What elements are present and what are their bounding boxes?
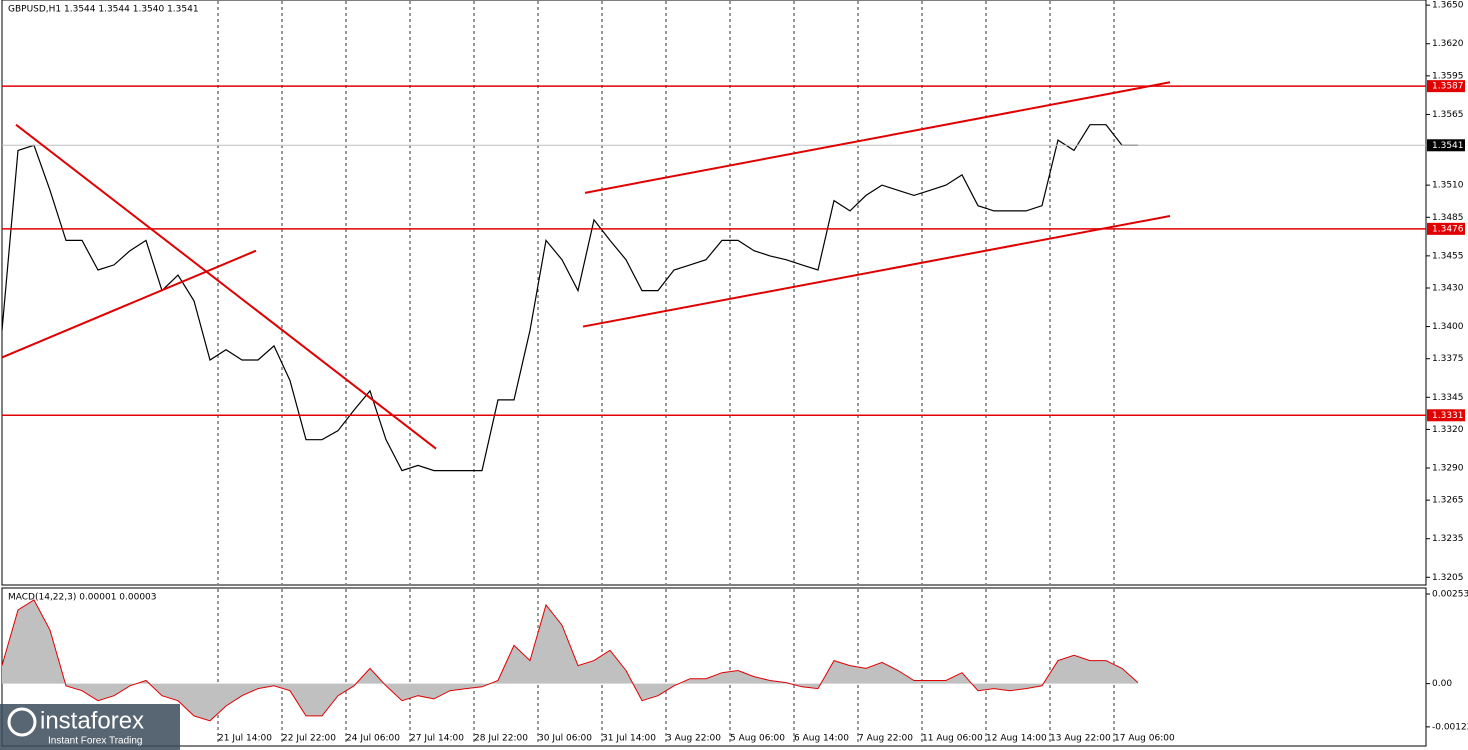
macd-line (1, 599, 1139, 722)
x-tick-label: 13 Aug 22:00 (1050, 734, 1111, 744)
y-tick-label: 1.3345 (1432, 393, 1464, 403)
y-tick-label: 1.3375 (1432, 354, 1464, 364)
y-tick-label: 1.3430 (1432, 284, 1464, 294)
trend-line (582, 215, 1171, 328)
x-tick-label: 27 Jul 14:00 (410, 734, 464, 744)
pane-title: GBPUSD,H1 1.3544 1.3544 1.3540 1.3541 (8, 5, 199, 15)
x-tick-label: 11 Aug 06:00 (922, 734, 983, 744)
price-pane (1, 0, 1427, 586)
y-tick-label: 1.3485 (1432, 213, 1464, 223)
x-tick-label: 17 Aug 06:00 (1114, 734, 1175, 744)
price-line (1, 124, 1138, 472)
logo-tagline: Instant Forex Trading (48, 736, 143, 747)
x-tick-label: 21 Jul 14:00 (218, 734, 272, 744)
level-label-bg (1427, 222, 1465, 235)
level-label: 1.3587 (1432, 82, 1464, 92)
level-label-bg (1427, 409, 1465, 422)
logo: instaforex Instant Forex Trading (0, 704, 180, 750)
pane-title: MACD(14,22,3) 0.00001 0.00003 (8, 593, 157, 603)
y-tick-label: 1.3235 (1432, 534, 1464, 544)
x-tick-label: 24 Jul 06:00 (346, 734, 400, 744)
trend-line (15, 123, 437, 450)
x-tick-label: 5 Aug 06:00 (730, 734, 785, 744)
y-tick-label: 1.3290 (1432, 464, 1464, 474)
y-tick-label: 1.3320 (1432, 425, 1464, 435)
x-tick-label: 31 Jul 14:00 (602, 734, 656, 744)
level-label-bg (1427, 80, 1465, 93)
y-tick-label: 0.00 (1432, 679, 1452, 689)
logo-name: instaforex (40, 707, 144, 734)
logo-icon (7, 707, 37, 737)
macd-pane (1, 587, 1427, 747)
y-tick-label: 1.3565 (1432, 110, 1464, 120)
y-tick-label: 1.3595 (1432, 71, 1464, 81)
level-label: 1.3331 (1432, 411, 1464, 421)
y-tick-label: 0.00253 (1432, 590, 1468, 600)
x-tick-label: 7 Aug 22:00 (858, 734, 913, 744)
level-label: 1.3476 (1432, 224, 1464, 234)
y-tick-label: 1.3205 (1432, 573, 1464, 583)
trend-line (584, 81, 1171, 194)
x-tick-label: 28 Jul 22:00 (474, 734, 528, 744)
y-tick-label: 1.3265 (1432, 496, 1464, 506)
x-tick-label: 3 Aug 22:00 (666, 734, 721, 744)
y-tick-label: 1.3400 (1432, 322, 1464, 332)
current-price-bg (1427, 139, 1465, 152)
x-tick-label: 12 Aug 14:00 (986, 734, 1047, 744)
current-price-label: 1.3541 (1432, 141, 1464, 151)
y-tick-label: 1.3510 (1432, 181, 1464, 191)
y-tick-label: 1.3620 (1432, 39, 1464, 49)
trend-line (1, 249, 257, 359)
x-tick-label: 30 Jul 06:00 (538, 734, 592, 744)
y-tick-label: 1.3650 (1432, 1, 1464, 11)
x-tick-label: 22 Jul 22:00 (282, 734, 336, 744)
y-tick-label: 1.3455 (1432, 251, 1464, 261)
x-tick-label: 6 Aug 14:00 (794, 734, 849, 744)
macd-area (2, 600, 1138, 721)
